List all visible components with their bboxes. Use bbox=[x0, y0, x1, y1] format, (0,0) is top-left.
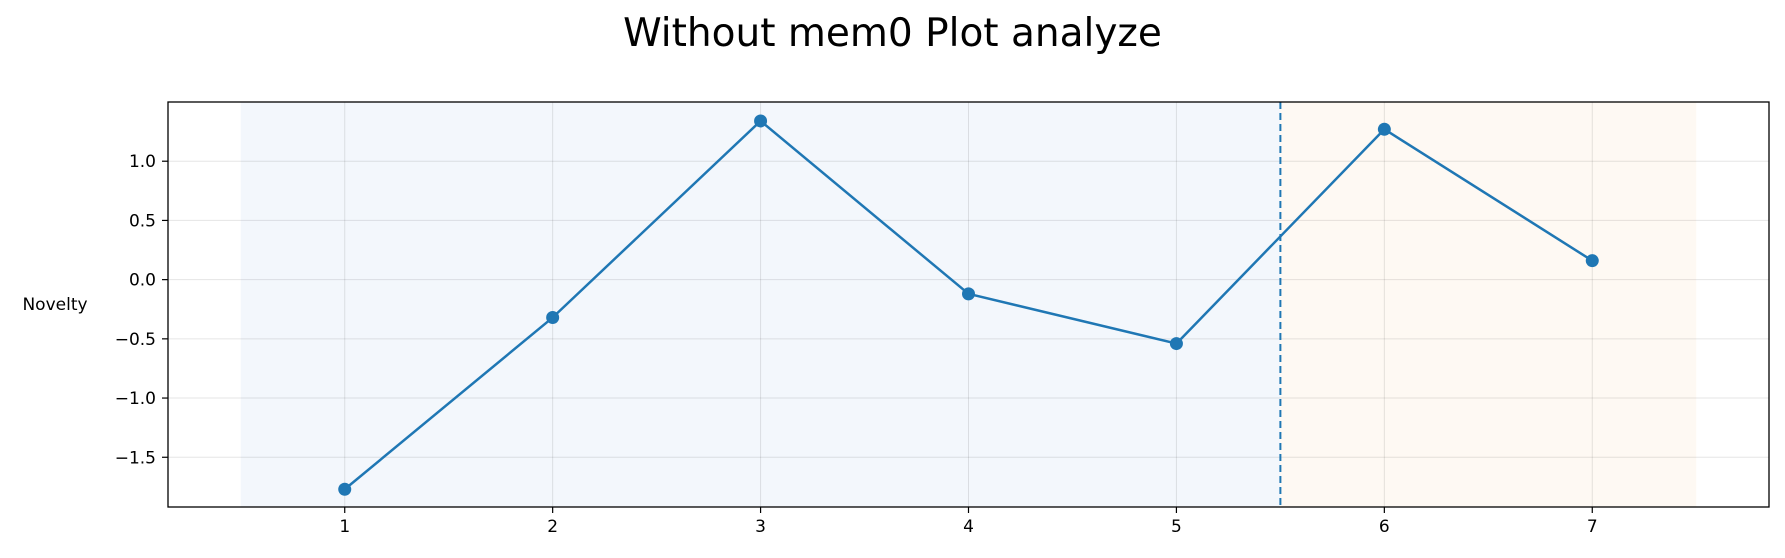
x-axis: 1 2 3 4 5 6 7 bbox=[339, 507, 1598, 537]
data-point-4 bbox=[962, 287, 975, 301]
y-tick-label: −1.5 bbox=[115, 448, 156, 468]
y-tick-label: 0.0 bbox=[129, 271, 156, 291]
y-tick-label: −0.5 bbox=[115, 330, 156, 350]
x-tick-label: 3 bbox=[755, 517, 766, 537]
y-axis: −1.5 −1.0 −0.5 0.0 0.5 1.0 bbox=[115, 152, 168, 468]
y-axis-label: Novelty bbox=[22, 295, 87, 315]
data-point-2 bbox=[546, 311, 560, 325]
data-point-7 bbox=[1585, 254, 1599, 268]
grid-lines bbox=[168, 102, 1769, 507]
x-tick-label: 6 bbox=[1379, 517, 1390, 537]
shaded-region-1 bbox=[240, 102, 1281, 507]
x-tick-label: 5 bbox=[1171, 517, 1182, 537]
data-point-3 bbox=[754, 114, 768, 128]
x-tick-label: 7 bbox=[1587, 517, 1598, 537]
y-tick-label: 0.5 bbox=[129, 211, 156, 231]
y-tick-label: −1.0 bbox=[115, 389, 156, 409]
series-layer bbox=[338, 114, 1599, 496]
data-point-1 bbox=[338, 482, 352, 496]
shaded-regions bbox=[240, 102, 1697, 507]
y-tick-label: 1.0 bbox=[129, 152, 156, 172]
chart-title: Without mem0 Plot analyze bbox=[623, 11, 1162, 56]
x-tick-label: 1 bbox=[339, 517, 350, 537]
data-point-5 bbox=[1169, 337, 1183, 351]
shaded-region-2 bbox=[1280, 102, 1697, 507]
x-tick-label: 2 bbox=[547, 517, 558, 537]
x-tick-label: 4 bbox=[963, 517, 974, 537]
data-point-6 bbox=[1377, 122, 1391, 136]
